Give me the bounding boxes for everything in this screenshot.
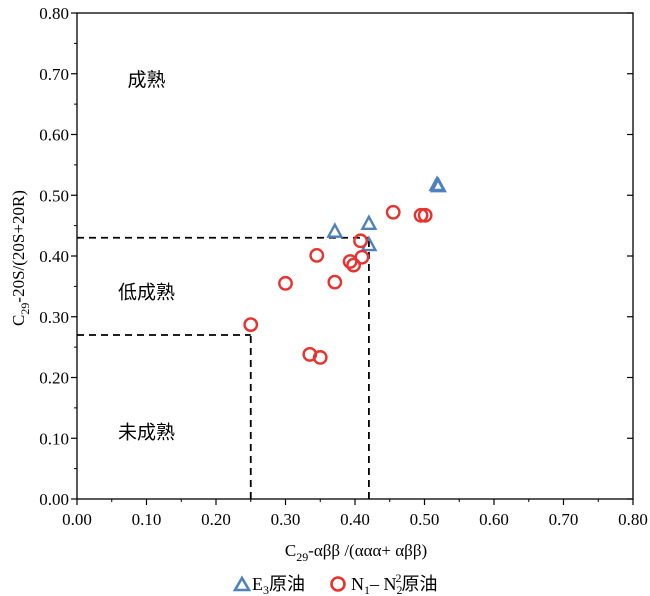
x-tick-label: 0.60 bbox=[479, 510, 509, 529]
legend-circle-marker bbox=[330, 576, 346, 592]
legend: E3原油 N1– N22原油 bbox=[232, 571, 438, 596]
y-tick-label: 0.30 bbox=[39, 308, 69, 327]
n1-n2-point bbox=[327, 274, 343, 290]
y-tick-label: 0.00 bbox=[39, 490, 69, 509]
y-tick-label: 0.10 bbox=[39, 429, 69, 448]
e3-point bbox=[326, 222, 344, 238]
n1-n2-point bbox=[346, 257, 362, 273]
x-tick-label: 0.70 bbox=[549, 510, 579, 529]
e3-point bbox=[360, 214, 378, 231]
x-tick-label: 0.40 bbox=[340, 510, 370, 529]
n1-n2-point bbox=[312, 350, 328, 365]
n1-n2-point bbox=[413, 207, 429, 223]
x-tick-label: 0.50 bbox=[410, 510, 440, 529]
x-tick-label: 0.30 bbox=[271, 510, 301, 529]
x-tick-label: 0.80 bbox=[618, 510, 648, 529]
legend-label-e3: E3原油 bbox=[252, 574, 305, 596]
e3-point bbox=[429, 176, 447, 193]
boundary-lines bbox=[77, 236, 370, 499]
y-tick-label: 0.50 bbox=[39, 186, 69, 205]
n1-n2-point bbox=[243, 317, 259, 333]
region-label: 低成熟 bbox=[118, 282, 175, 304]
y-tick-label: 0.80 bbox=[39, 4, 69, 23]
x-axis-title: C29-αββ /(ααα+ αββ) bbox=[285, 541, 427, 564]
n1-n2-point bbox=[309, 247, 325, 263]
n1-n2-point bbox=[417, 207, 433, 223]
n1-n2-point bbox=[385, 204, 401, 220]
n1-n2-point bbox=[354, 249, 370, 265]
legend-triangle-marker bbox=[232, 575, 252, 592]
x-axis: 0.00 0.10 0.20 0.30 0.40 0.50 0.60 0.70 0.80 bbox=[62, 499, 648, 529]
y-axis-title: C29-20S/(20S+20R) bbox=[9, 190, 32, 326]
n1-n2-point bbox=[353, 233, 368, 249]
n1-n2-point bbox=[278, 275, 293, 291]
y-axis: 0.00 0.10 0.20 0.30 0.40 0.50 0.60 0.70 0.80 bbox=[39, 4, 633, 509]
region-label: 成熟 bbox=[127, 69, 165, 91]
legend-label-n1-n2: N1– N22原油 bbox=[351, 571, 438, 596]
y-tick-label: 0.70 bbox=[39, 65, 69, 84]
x-tick-label: 0.00 bbox=[62, 510, 92, 529]
y-tick-label: 0.20 bbox=[39, 369, 69, 388]
region-label: 未成熟 bbox=[118, 421, 175, 443]
y-tick-label: 0.60 bbox=[39, 126, 69, 145]
x-tick-label: 0.20 bbox=[201, 510, 231, 529]
x-tick-label: 0.10 bbox=[132, 510, 162, 529]
y-tick-label: 0.40 bbox=[39, 247, 69, 266]
data-points bbox=[243, 175, 447, 365]
